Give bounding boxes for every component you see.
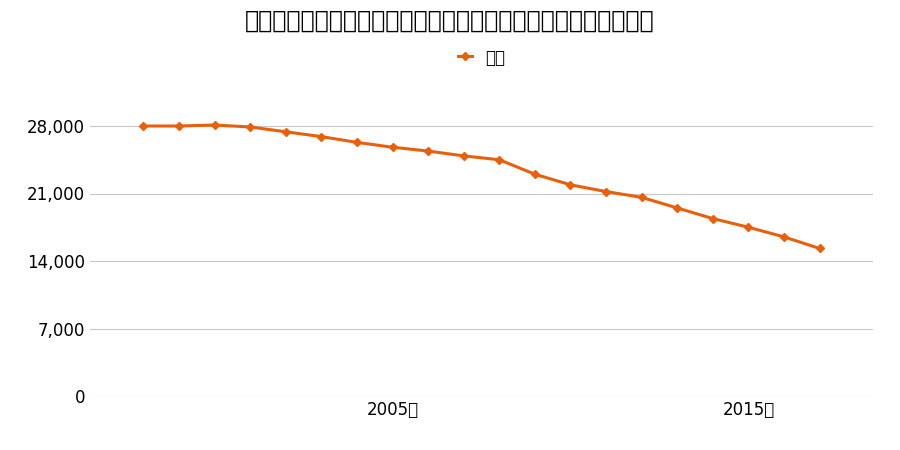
価格 [352,140,363,145]
価格 [494,157,505,162]
価格 [565,182,576,188]
価格 [778,234,789,239]
価格 [281,129,292,135]
価格 [423,148,434,154]
価格 [743,225,754,230]
価格 [316,134,327,140]
価格 [245,124,256,130]
価格 [529,171,540,177]
価格 [174,123,184,129]
Text: 山口県熊毛郡上関町大字室津字竹ノ浦１７９１番７外の地価推移: 山口県熊毛郡上関町大字室津字竹ノ浦１７９１番７外の地価推移 [245,9,655,33]
価格 [600,189,611,194]
価格 [671,205,682,211]
価格 [138,123,148,129]
Line: 価格: 価格 [140,122,823,252]
価格 [458,153,469,158]
価格 [814,246,825,251]
価格 [387,144,398,150]
価格 [209,122,220,128]
Legend: 価格: 価格 [452,42,511,73]
価格 [636,195,647,200]
価格 [707,216,718,221]
